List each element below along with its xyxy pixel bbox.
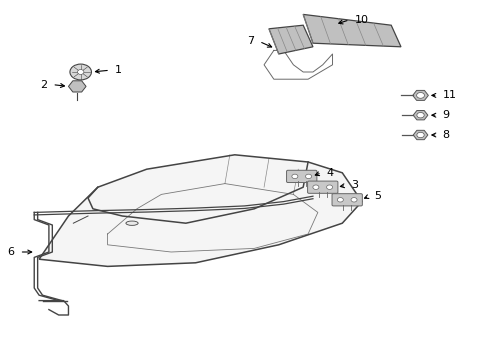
Text: 1: 1 [115,65,122,75]
Polygon shape [303,14,400,47]
Circle shape [350,198,356,202]
Text: 6: 6 [8,247,15,257]
Circle shape [337,198,343,202]
Polygon shape [68,81,86,92]
Text: 7: 7 [246,36,254,46]
Ellipse shape [126,221,138,225]
Circle shape [416,112,424,118]
Polygon shape [412,90,427,100]
Text: 4: 4 [326,168,333,178]
Circle shape [77,69,84,75]
Polygon shape [412,130,427,140]
Polygon shape [39,155,361,266]
Circle shape [416,93,424,98]
FancyBboxPatch shape [331,194,362,206]
Text: 10: 10 [354,15,368,25]
Text: 8: 8 [442,130,449,140]
Text: 11: 11 [442,90,456,100]
Circle shape [416,132,424,138]
Circle shape [326,185,332,189]
Text: 9: 9 [442,110,449,120]
Text: 2: 2 [40,80,47,90]
Circle shape [291,174,297,179]
FancyBboxPatch shape [286,170,316,183]
Polygon shape [412,111,427,120]
Text: 3: 3 [350,180,357,190]
Circle shape [70,64,91,80]
Polygon shape [268,25,312,54]
FancyBboxPatch shape [307,181,337,193]
Circle shape [312,185,318,189]
Text: 5: 5 [373,191,380,201]
Circle shape [305,174,311,179]
